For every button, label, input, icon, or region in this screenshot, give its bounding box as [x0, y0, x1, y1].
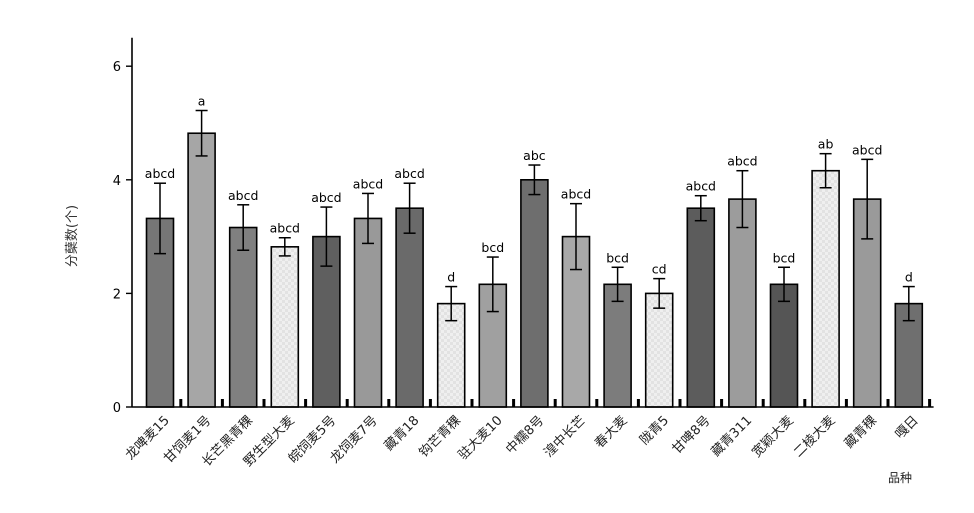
significance-label: abcd: [686, 179, 716, 194]
bar: [644, 292, 674, 408]
significance-label: d: [905, 270, 913, 285]
x-separator-tick: [220, 399, 224, 407]
significance-label: abcd: [311, 190, 341, 205]
x-separator-tick: [720, 399, 724, 407]
x-separator-tick: [928, 399, 932, 407]
significance-label: cd: [652, 262, 667, 277]
significance-label: bcd: [773, 250, 796, 265]
bar: [270, 246, 300, 408]
x-separator-tick: [553, 399, 557, 407]
x-tick-label: 嘎日: [893, 413, 922, 442]
significance-label: abcd: [353, 176, 383, 191]
x-tick-label: 藏青稞: [842, 413, 880, 451]
x-separator-tick: [761, 399, 765, 407]
x-separator-tick: [304, 399, 308, 407]
significance-label: abcd: [852, 142, 882, 157]
bar: [811, 169, 840, 408]
bar: [353, 217, 383, 408]
significance-label: abcd: [561, 187, 591, 202]
x-separator-tick: [512, 399, 516, 407]
significance-label: bcd: [606, 250, 629, 265]
x-separator-tick: [345, 399, 349, 407]
x-separator-tick: [387, 399, 391, 407]
bar: [728, 198, 757, 408]
y-axis-label: 分蘖数(个): [65, 205, 80, 267]
x-tick-label: 二棱大麦: [790, 413, 838, 461]
x-separator-tick: [428, 399, 432, 407]
significance-label: d: [447, 270, 455, 285]
x-tick-label: 驻大麦10: [456, 413, 506, 463]
x-separator-tick: [179, 399, 183, 407]
x-separator-tick: [844, 399, 848, 407]
x-tick-label: 中糯8号: [503, 413, 547, 457]
significance-label: bcd: [481, 240, 504, 255]
x-tick-label: 春大麦: [592, 413, 630, 451]
x-axis-label: 品种: [888, 471, 912, 485]
y-tick-label: 0: [113, 401, 121, 416]
x-tick-label: 藏青311: [709, 413, 756, 460]
y-tick-label: 4: [113, 174, 121, 189]
y-tick-label: 2: [113, 287, 121, 302]
x-tick-label: 甘啤8号: [670, 413, 714, 457]
significance-label: abcd: [270, 221, 300, 236]
x-tick-label: 藏青18: [382, 413, 423, 454]
bar: [686, 207, 716, 408]
bar: [395, 207, 424, 408]
bar: [603, 283, 632, 408]
x-tick-label: 湟中长芒: [541, 413, 589, 461]
x-separator-tick: [678, 399, 682, 407]
x-tick-label: 陇青5: [637, 413, 672, 448]
x-tick-label: 宽颖大麦: [749, 413, 797, 461]
x-separator-tick: [636, 399, 640, 407]
significance-label: abcd: [228, 188, 258, 203]
x-separator-tick: [803, 399, 807, 407]
significance-label: abcd: [727, 154, 757, 169]
significance-label: abcd: [394, 166, 424, 181]
y-tick-label: 6: [113, 60, 121, 75]
significance-label: a: [198, 94, 206, 109]
significance-label: ab: [818, 137, 834, 152]
bar: [187, 132, 216, 408]
significance-label: abcd: [145, 166, 175, 181]
x-separator-tick: [262, 399, 266, 407]
bar: [520, 179, 549, 408]
y-axis: 0 2 4 6: [113, 37, 133, 416]
bar: [312, 235, 341, 408]
bars-group: abcd a abcd abcd abcd abcd abcd d bcd abc abcd bcd c…: [145, 94, 924, 408]
x-separator-tick: [595, 399, 599, 407]
significance-label: abc: [523, 148, 546, 163]
bar: [228, 226, 258, 408]
x-separator-tick: [886, 399, 890, 407]
bar: [769, 283, 799, 408]
x-separator-tick: [470, 399, 474, 407]
